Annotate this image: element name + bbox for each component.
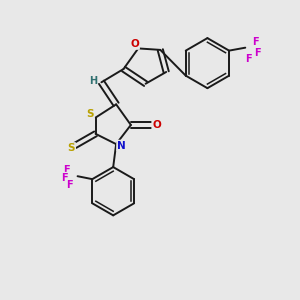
Text: N: N (117, 141, 126, 151)
Text: S: S (86, 109, 94, 119)
Text: F: F (254, 48, 261, 58)
Text: O: O (152, 120, 161, 130)
Text: O: O (130, 39, 139, 49)
Text: H: H (89, 76, 97, 86)
Text: F: F (252, 38, 259, 47)
Text: F: F (63, 165, 70, 175)
Text: F: F (61, 173, 68, 183)
Text: F: F (245, 54, 251, 64)
Text: F: F (66, 180, 73, 190)
Text: S: S (68, 143, 75, 153)
